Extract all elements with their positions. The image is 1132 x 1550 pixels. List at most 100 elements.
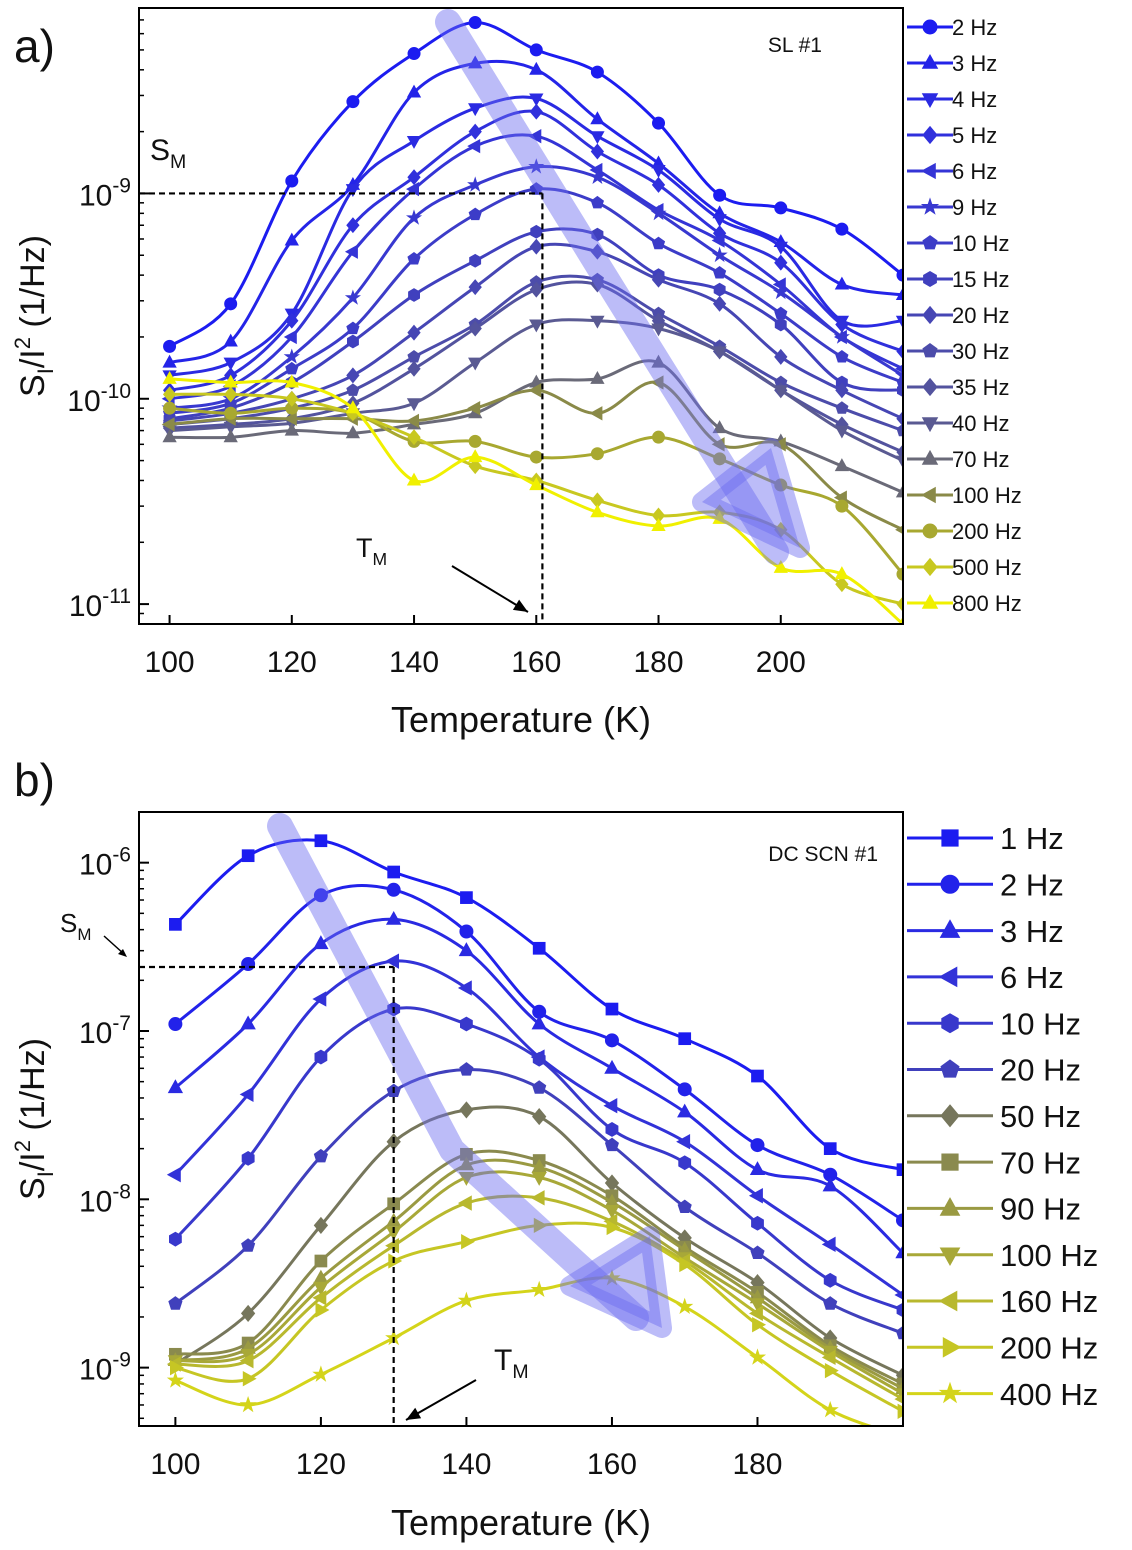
- data-point: [650, 375, 664, 390]
- data-point: [651, 271, 666, 288]
- data-point: [922, 557, 938, 577]
- legend-label: 70 Hz: [1000, 1145, 1081, 1180]
- data-point: [385, 1238, 399, 1254]
- data-point: [821, 1349, 836, 1366]
- data-point: [241, 957, 256, 972]
- data-point: [528, 383, 542, 398]
- data-point: [678, 1032, 692, 1046]
- series-800-hz: [162, 370, 903, 624]
- data-point: [388, 1253, 403, 1269]
- legend-label: 20 Hz: [952, 303, 1009, 328]
- x-tick-label: 100: [150, 1448, 200, 1481]
- data-point: [457, 1291, 475, 1308]
- data-point: [345, 184, 361, 198]
- data-point: [712, 346, 727, 360]
- data-point: [345, 425, 361, 439]
- data-point: [713, 282, 726, 297]
- legend-item: 5 Hz: [907, 123, 997, 148]
- data-point: [224, 297, 238, 311]
- y-tick-label: 10-10: [67, 380, 131, 418]
- y-tick-exp: -9: [112, 174, 131, 197]
- legend-label: 100 Hz: [952, 483, 1022, 508]
- data-point: [590, 111, 605, 125]
- data-point: [835, 222, 849, 236]
- data-point: [835, 382, 849, 399]
- data-point: [651, 165, 666, 178]
- data-point: [590, 447, 604, 461]
- data-point: [750, 1138, 765, 1153]
- legend-item: 2 Hz: [907, 867, 1064, 902]
- legend-label: 9 Hz: [952, 195, 997, 220]
- x-tick-label: 180: [732, 1448, 782, 1481]
- data-point: [938, 1290, 958, 1312]
- data-point: [315, 1302, 330, 1318]
- data-point: [239, 1086, 254, 1103]
- series-10-hz: [169, 1001, 903, 1318]
- legend-item: 20 Hz: [907, 303, 1009, 328]
- data-point: [713, 265, 727, 279]
- data-point: [407, 349, 421, 363]
- data-point: [941, 1013, 959, 1034]
- data-point: [920, 486, 936, 504]
- legend-item: 100 Hz: [907, 1238, 1098, 1273]
- y-label-base: S: [14, 1177, 52, 1200]
- series-200-hz: [170, 1217, 903, 1420]
- data-point: [711, 437, 725, 452]
- data-point: [459, 1062, 474, 1076]
- data-point: [241, 1238, 256, 1252]
- data-point: [651, 236, 666, 250]
- sm-label: SM: [150, 134, 186, 173]
- data-point: [313, 1216, 329, 1234]
- legend-label: 200 Hz: [952, 519, 1022, 544]
- data-point: [604, 1137, 619, 1152]
- data-point: [529, 182, 543, 195]
- sm-label: SM: [60, 908, 91, 944]
- legend-label: 2 Hz: [1000, 867, 1064, 902]
- data-point: [528, 129, 542, 144]
- data-point: [532, 941, 546, 955]
- data-point: [529, 238, 543, 255]
- x-tick-label: 100: [145, 646, 195, 679]
- data-point: [895, 484, 903, 498]
- data-point: [468, 449, 483, 463]
- data-point: [223, 429, 238, 443]
- data-point: [895, 1388, 903, 1403]
- data-point: [346, 367, 360, 384]
- data-point: [895, 315, 903, 329]
- data-point: [590, 315, 605, 329]
- data-point: [468, 320, 482, 337]
- data-point: [677, 1199, 692, 1213]
- data-point: [161, 417, 175, 432]
- legend-label: 50 Hz: [1000, 1099, 1081, 1134]
- data-point: [460, 1016, 473, 1032]
- data-point: [922, 235, 938, 250]
- data-point: [406, 181, 419, 197]
- data-point: [939, 1197, 961, 1216]
- legend-item: 2 Hz: [907, 15, 997, 40]
- data-point: [896, 1213, 903, 1228]
- data-point: [822, 1177, 838, 1192]
- data-point: [458, 1172, 475, 1186]
- series-20-hz: [168, 1062, 903, 1340]
- data-point: [468, 15, 482, 29]
- data-point: [468, 55, 483, 69]
- data-point: [457, 980, 472, 996]
- data-point: [166, 1371, 184, 1388]
- y-tick-label: 10-9: [79, 1349, 131, 1387]
- data-point: [406, 136, 422, 149]
- tm-label-main: T: [356, 533, 373, 563]
- y-label-mid: /I: [14, 349, 52, 368]
- data-point: [532, 1051, 546, 1067]
- data-point: [170, 1359, 184, 1376]
- x-tick-label: 160: [587, 1448, 637, 1481]
- data-point: [895, 525, 903, 535]
- plot-frame: [138, 7, 904, 625]
- x-tick-label: 160: [511, 646, 561, 679]
- data-point: [460, 891, 473, 904]
- sm-label-sub: M: [170, 151, 186, 173]
- data-point: [712, 420, 727, 434]
- data-point: [468, 458, 482, 475]
- data-point: [166, 1167, 181, 1183]
- x-tick-label: 140: [441, 1448, 491, 1481]
